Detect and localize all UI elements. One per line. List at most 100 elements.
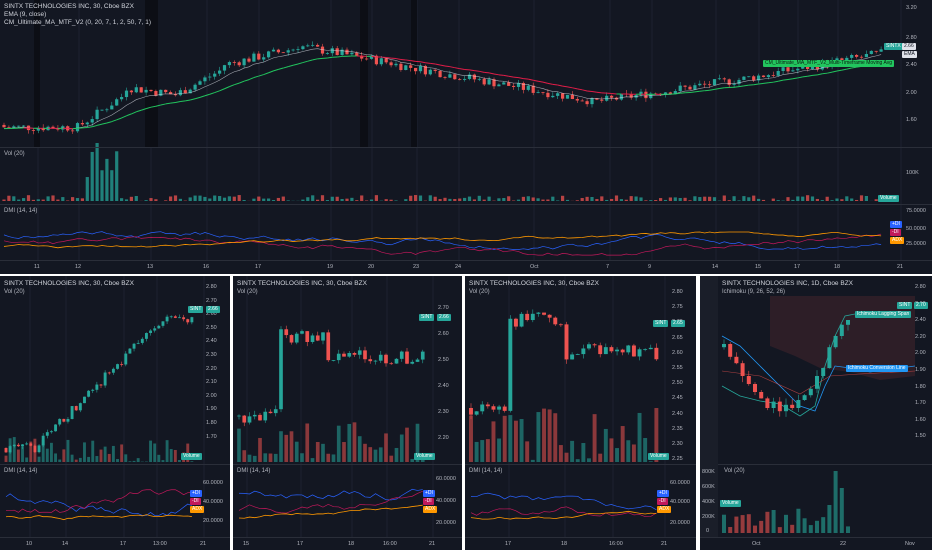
candle-body: [541, 92, 545, 94]
ma-line-segment: [278, 67, 284, 70]
chart-panel-4[interactable]: SINTX TECHNOLOGIES INC, 1D, Cboe BZX Ich…: [700, 276, 932, 550]
volume-bar: [564, 452, 569, 462]
ma-legend[interactable]: CM_Ultimate_MA_MTF_V2 (0, 20, 7, 1, 2, 5…: [4, 19, 152, 26]
price-tick: 3.20: [906, 5, 917, 11]
volume-bar: [443, 197, 447, 201]
volume-bar: [46, 196, 50, 201]
ma-line-segment: [792, 77, 798, 80]
ma-line-segment: [689, 91, 695, 93]
volume-bar: [512, 200, 516, 201]
pane-separator[interactable]: [718, 464, 932, 465]
adx-line: [470, 510, 657, 520]
pane-separator[interactable]: [0, 204, 932, 205]
ma-line-segment: [258, 74, 264, 77]
chart-panel-1[interactable]: SINTX TECHNOLOGIES INC, 30, Cboe BZX Vol…: [0, 276, 230, 550]
volume-bar: [747, 197, 751, 201]
dmi-legend[interactable]: DMI (14, 14): [4, 208, 38, 214]
session-shade: [360, 0, 368, 147]
volume-bar: [405, 427, 409, 462]
volume-bar: [846, 526, 850, 533]
ma-line-segment: [503, 74, 509, 77]
volume-bar: [777, 527, 782, 533]
volume-bar: [732, 196, 736, 201]
volume-legend[interactable]: Vol (20): [724, 468, 745, 474]
volume-bar: [806, 195, 810, 201]
main-chart-canvas[interactable]: [0, 0, 932, 274]
price-tick: 2.55: [672, 365, 683, 371]
ma-line-segment: [680, 92, 686, 94]
main-chart-panel[interactable]: SINTX TECHNOLOGIES INC, 30, Cboe BZX EMA…: [0, 0, 932, 274]
volume-bar: [740, 515, 745, 533]
ma-line-segment: [209, 92, 215, 95]
volume-legend[interactable]: Vol (20): [4, 151, 25, 157]
dmi-tick: 20.0000: [670, 520, 690, 526]
ma-line-segment: [459, 68, 465, 70]
volume-bar: [347, 423, 352, 462]
volume-bar: [320, 195, 325, 201]
chart-panel-3[interactable]: SINTX TECHNOLOGIES INC, 30, Cboe BZX Vol…: [465, 276, 696, 550]
ma-line-segment: [533, 79, 539, 82]
volume-bar: [820, 200, 824, 201]
candle-body: [107, 372, 111, 374]
price-tag-symbol: SINT: [421, 314, 433, 320]
candle-body: [590, 98, 594, 105]
volume-bar: [365, 200, 369, 201]
pane-separator[interactable]: [233, 464, 462, 465]
candle-body: [2, 124, 6, 128]
volume-tick: 400K: [702, 499, 715, 505]
time-tick: 13:00: [153, 541, 167, 547]
candle-body: [347, 352, 352, 357]
candle-body: [374, 55, 378, 65]
candle-body: [526, 85, 530, 90]
ma-line-segment: [479, 70, 485, 73]
candle-body: [463, 78, 467, 80]
candle-body: [336, 353, 341, 361]
time-tick: 24: [455, 264, 462, 270]
volume-bar: [458, 198, 462, 201]
price-tag-value: 2.66: [206, 306, 220, 313]
volume-bar: [507, 196, 511, 201]
candle-body: [757, 75, 761, 81]
time-tick: 12: [75, 264, 82, 270]
chart-canvas-2[interactable]: [233, 276, 462, 550]
candle-body: [414, 67, 418, 72]
candle-body: [556, 93, 560, 96]
pane-separator[interactable]: [465, 464, 696, 465]
candle-body: [637, 349, 642, 357]
candle-body: [316, 44, 320, 47]
dmi-legend[interactable]: DMI (14, 14): [469, 468, 503, 474]
dmi-legend[interactable]: DMI (14, 14): [237, 468, 271, 474]
volume-bar: [157, 454, 161, 462]
candle-body: [365, 58, 369, 60]
volume-legend[interactable]: Vol (20): [4, 289, 25, 295]
candle-body: [78, 403, 82, 411]
volume-bar: [587, 458, 591, 462]
volume-bar: [99, 449, 103, 462]
volume-bar: [153, 443, 157, 462]
volume-bar: [648, 461, 653, 462]
candle-body: [159, 89, 163, 96]
candle-body: [315, 335, 320, 341]
candle-body: [258, 414, 262, 421]
candle-body: [153, 328, 157, 331]
price-tick: 2.60: [206, 311, 217, 318]
ichimoku-legend[interactable]: Ichimoku (9, 26, 52, 26): [722, 289, 786, 295]
dmi-legend[interactable]: DMI (14, 14): [4, 468, 38, 474]
ma-line-segment: [435, 63, 441, 66]
candle-body: [806, 65, 810, 70]
pane-separator[interactable]: [0, 147, 932, 148]
volume-bar: [580, 198, 584, 201]
chart-canvas-1[interactable]: [0, 276, 230, 550]
candle-body: [105, 109, 109, 111]
candle-body: [173, 94, 178, 96]
ema-legend[interactable]: EMA (9, close): [4, 11, 47, 18]
volume-legend[interactable]: Vol (20): [469, 289, 490, 295]
candle-body: [262, 57, 266, 60]
volume-bar: [242, 450, 247, 462]
volume-bar: [619, 199, 623, 201]
volume-legend[interactable]: Vol (20): [237, 289, 258, 295]
chart-panel-2[interactable]: SINTX TECHNOLOGIES INC, 30, Cboe BZX Vol…: [233, 276, 462, 550]
volume-bar: [384, 199, 388, 201]
pane-separator[interactable]: [0, 464, 230, 465]
volume-tag: Volume: [414, 453, 435, 460]
